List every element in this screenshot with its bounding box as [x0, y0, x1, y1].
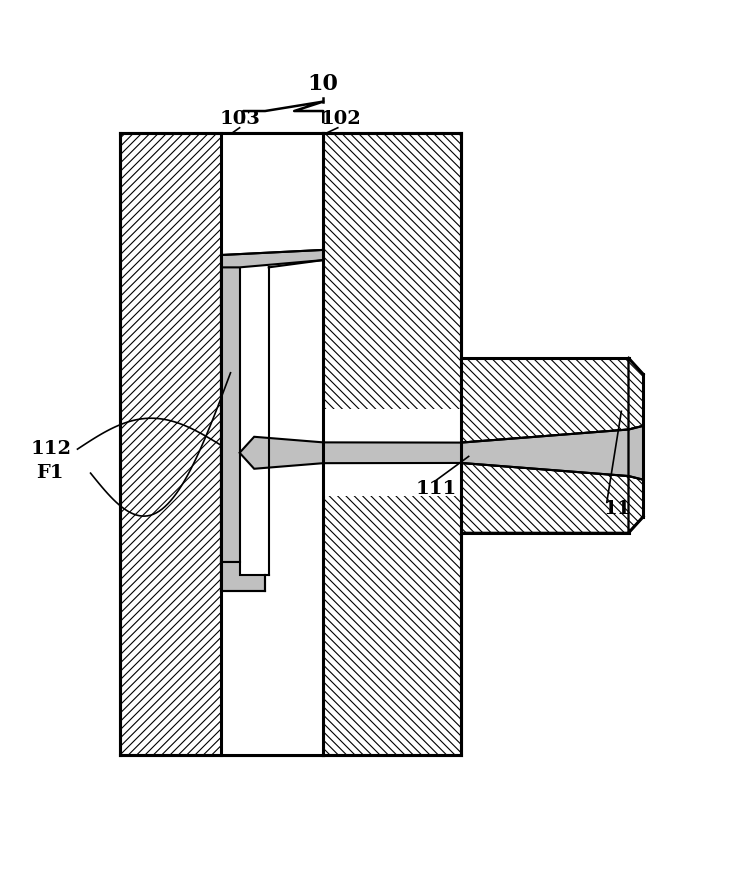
- Polygon shape: [222, 133, 323, 755]
- Text: 112: 112: [30, 440, 71, 458]
- Polygon shape: [239, 437, 323, 469]
- Polygon shape: [323, 133, 462, 755]
- Text: 103: 103: [219, 110, 260, 127]
- Text: 10: 10: [308, 73, 339, 95]
- Polygon shape: [462, 463, 628, 533]
- Polygon shape: [462, 429, 628, 476]
- Polygon shape: [222, 562, 265, 591]
- Polygon shape: [323, 409, 462, 496]
- Polygon shape: [222, 249, 323, 267]
- Polygon shape: [222, 267, 239, 562]
- Polygon shape: [323, 442, 462, 463]
- Text: 102: 102: [321, 110, 362, 127]
- Polygon shape: [628, 358, 643, 429]
- Polygon shape: [628, 426, 643, 479]
- Text: F1: F1: [36, 464, 64, 482]
- Text: 111: 111: [415, 480, 456, 498]
- Polygon shape: [628, 476, 643, 533]
- Text: 11: 11: [603, 501, 631, 519]
- Polygon shape: [462, 358, 628, 443]
- Polygon shape: [119, 133, 323, 755]
